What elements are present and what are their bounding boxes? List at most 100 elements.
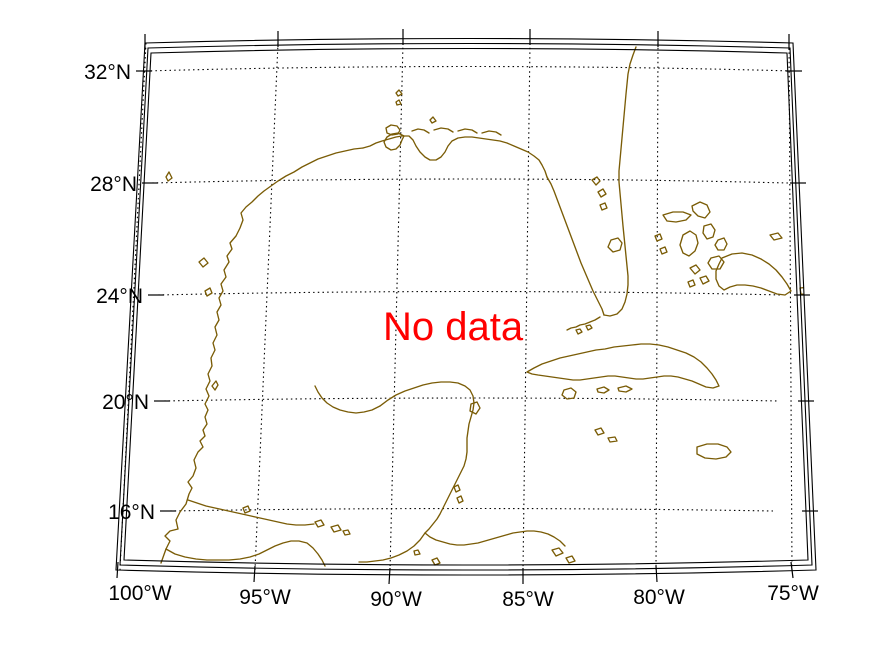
coastline-island-s6 [551, 547, 564, 557]
coastline-island-s9 [594, 427, 605, 436]
coastline-island-s4 [431, 557, 441, 566]
lon-label-95: 95°W [239, 586, 291, 609]
coastline-barrier3 [457, 128, 478, 134]
gridline-lon-85 [522, 43, 531, 570]
coastline-island-s1 [314, 519, 325, 528]
coastline-fl-island1 [591, 176, 601, 186]
gridline-lat-16 [169, 507, 774, 512]
gridlines [119, 43, 793, 570]
coastline-barrier2 [433, 127, 454, 133]
gridline-lat-28 [151, 178, 789, 184]
coastline-island-s7 [565, 555, 576, 564]
coastline-yucatan [379, 381, 566, 547]
lat-label-16: 16°N [108, 501, 155, 524]
no-data-annotation: No data [383, 305, 524, 349]
coastline-island-s8 [242, 505, 251, 514]
lon-label-75: 75°W [767, 582, 819, 605]
coastline-central-america [358, 532, 426, 563]
coastline-bahamas-grand [662, 211, 692, 223]
gridline-lon-90 [389, 43, 404, 570]
coastline-mexico-interior [165, 540, 326, 567]
frame-middle [119, 42, 813, 571]
coastline-cayman [607, 436, 618, 443]
coastline-island-tiny5 [769, 232, 783, 241]
coastline-fl-island3 [599, 202, 608, 211]
coastline-bahamas-small4 [699, 275, 710, 285]
coastline-cozumel [469, 401, 481, 415]
coastline-bahamas-eleuthera [702, 223, 716, 240]
coastline-barrier4 [481, 130, 502, 136]
coastline-island-s2 [330, 524, 342, 533]
tick-lon-100 [116, 561, 119, 579]
coastline-southmex [187, 499, 315, 526]
coastline-fl-island2 [597, 188, 607, 198]
longitude-tick-labels: 100°W 95°W 90°W 85°W 80°W 75°W [108, 582, 819, 611]
coastline-island-mx1 [211, 380, 219, 391]
coastline-mexico-texas [160, 147, 364, 564]
coastline-cuba [526, 343, 720, 389]
coastline-campeche [314, 385, 381, 414]
coastline-keys-dot2 [575, 328, 583, 335]
lon-label-80: 80°W [633, 586, 685, 609]
coastline-delta [383, 132, 405, 151]
coastline-bahamas-andros [679, 230, 699, 257]
frame-outer [115, 37, 817, 576]
lon-label-85: 85°W [502, 588, 554, 611]
coastline-jamaica [696, 443, 732, 460]
frame-inner [123, 47, 809, 566]
coastline-island-mx2 [198, 257, 209, 268]
coastline-island-s3 [342, 529, 351, 536]
coastline-island-belize2 [456, 495, 464, 504]
coastline-cuba-keys1 [596, 386, 610, 394]
coastline-island-mx3 [204, 287, 213, 297]
tick-lon-90 [388, 567, 391, 585]
coastline-florida-keys [566, 316, 601, 331]
coastline-louisiana [362, 135, 548, 178]
coastline-island-tiny3 [395, 99, 402, 106]
lon-label-90: 90°W [370, 588, 422, 611]
coastline-bahamas-small1 [654, 233, 663, 242]
coastline-island-tiny2 [395, 89, 403, 97]
coastline-florida-east [603, 46, 637, 317]
coastline-island-s5 [413, 549, 421, 556]
gridline-lon-80 [655, 43, 659, 570]
gridline-lon-95 [254, 43, 279, 570]
gridline-lat-32 [145, 65, 793, 72]
coastline-island-belize1 [453, 484, 461, 493]
coastline-bahamas-abaco [691, 201, 711, 219]
coastlines [160, 46, 816, 567]
gridline-lon-75 [788, 43, 793, 570]
latitude-tick-labels: 32°N 28°N 24°N 20°N 16°N [84, 61, 155, 524]
coastline-barrier1 [411, 128, 430, 134]
gridline-lat-24 [157, 290, 784, 296]
coastline-isla-juventud [561, 387, 577, 400]
coastline-bahamas-small5 [687, 279, 696, 288]
coastline-cuba-keys2 [617, 385, 633, 393]
gridline-lon-100 [119, 43, 147, 570]
coastline-delta2 [385, 124, 401, 136]
coastline-bahamas-long [707, 255, 725, 270]
gridline-lat-20 [163, 397, 779, 402]
coastline-keys-dot1 [585, 324, 593, 331]
tick-lon-95 [253, 565, 256, 583]
coastline-hispaniola [715, 252, 792, 296]
coastline-florida-west [546, 176, 605, 316]
coastline-island-tiny1 [429, 116, 437, 124]
lat-label-20: 20°N [102, 391, 149, 414]
coastline-bahamas-cat [714, 237, 728, 251]
frame-ticks [116, 29, 818, 585]
tick-lon-80 [655, 565, 658, 583]
coastline-lake-okeechobee [607, 237, 623, 253]
tick-lon-75 [790, 561, 794, 579]
lat-label-32: 32°N [84, 61, 131, 84]
lat-label-24: 24°N [96, 285, 143, 308]
map-frame [115, 37, 817, 576]
coastline-bahamas-small2 [659, 246, 668, 255]
coastline-bahamas-small3 [689, 264, 701, 275]
lon-label-100: 100°W [108, 582, 171, 605]
lat-label-28: 28°N [90, 173, 137, 196]
coastline-island-tiny4 [165, 171, 173, 182]
